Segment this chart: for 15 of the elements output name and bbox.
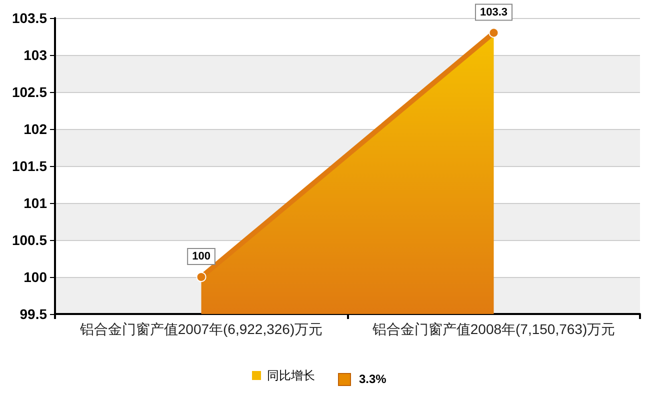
y-tick-label: 101 (24, 195, 48, 211)
y-tick-label: 103 (24, 47, 48, 63)
y-tick-label: 102 (24, 121, 48, 137)
y-tick-label: 103.5 (12, 10, 48, 26)
text: 3.3% (359, 372, 386, 386)
y-tick-label: 99.5 (20, 306, 48, 322)
data-label: 100 (192, 250, 210, 262)
y-tick-label: 100 (24, 269, 48, 285)
y-tick-label: 100.5 (12, 232, 48, 248)
legend-label: 同比增长 (267, 368, 315, 382)
x-tick-label: 铝合金门窗产值2008年(7,150,763)万元 (371, 321, 616, 337)
y-tick-label: 102.5 (12, 84, 48, 100)
y-tick-label: 101.5 (12, 158, 48, 174)
data-label: 103.3 (480, 6, 508, 18)
x-tick-label: 铝合金门窗产值2007年(6,922,326)万元 (78, 321, 323, 337)
